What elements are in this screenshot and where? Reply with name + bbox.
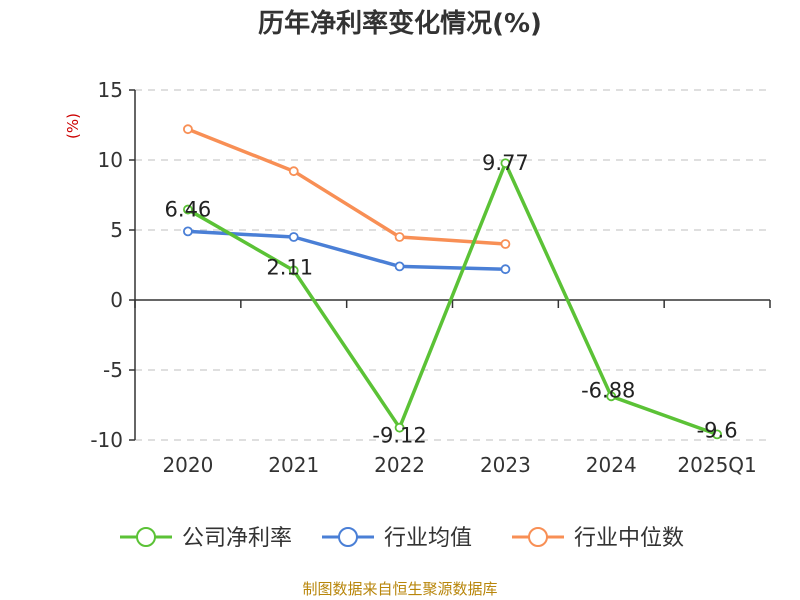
y-tick-label: -10 [90, 428, 123, 452]
x-tick-label: 2021 [268, 453, 319, 477]
y-tick-label: 0 [110, 288, 123, 312]
data-label: -9.12 [372, 424, 426, 448]
legend-label: 行业中位数 [574, 526, 684, 551]
x-tick-label: 2025Q1 [677, 453, 756, 477]
data-label: -9.6 [697, 418, 738, 442]
x-axis-ticks: 2020 2021 2022 2023 2024 2025Q1 [162, 453, 756, 477]
data-label: 9.77 [482, 151, 529, 175]
legend-label: 公司净利率 [182, 526, 292, 551]
data-point[interactable] [183, 124, 193, 135]
legend-marker-icon [528, 527, 548, 547]
series-line [187, 127, 506, 246]
data-point[interactable] [394, 261, 405, 272]
data-label: -6.88 [581, 378, 635, 402]
legend-item[interactable]: 行业均值 [322, 526, 472, 551]
data-point[interactable] [394, 422, 405, 433]
legend[interactable]: 公司净利率 行业均值 行业中位数 [120, 526, 684, 551]
y-tick-label: -5 [103, 358, 123, 382]
data-point[interactable] [288, 265, 299, 276]
data-point[interactable] [606, 391, 617, 402]
data-label: 2.11 [266, 255, 313, 279]
data-point[interactable] [394, 232, 405, 242]
x-tick-label: 2020 [162, 453, 213, 477]
x-tick-label: 2022 [374, 453, 425, 477]
legend-item[interactable]: 公司净利率 [120, 526, 292, 551]
series-line [187, 161, 718, 437]
data-point[interactable] [712, 429, 722, 440]
y-axis-unit: (%) [64, 113, 82, 139]
data-point[interactable] [500, 264, 511, 275]
series-group [183, 124, 722, 440]
legend-item[interactable]: 行业中位数 [512, 526, 684, 551]
data-point[interactable] [183, 204, 193, 215]
series-line [187, 229, 506, 271]
data-point[interactable] [288, 166, 299, 177]
legend-label: 行业均值 [384, 526, 472, 551]
y-tick-label: 10 [98, 148, 123, 172]
data-point[interactable] [288, 232, 299, 242]
chart-title: 历年净利率变化情况(%) [258, 8, 542, 39]
source-note: 制图数据来自恒生聚源数据库 [302, 580, 497, 598]
y-tick-label: 5 [110, 218, 123, 242]
x-tick-label: 2024 [586, 453, 637, 477]
y-axis-ticks: 15 10 5 0 -5 -10 [90, 78, 123, 452]
data-point[interactable] [500, 158, 511, 169]
legend-marker-icon [338, 527, 358, 547]
y-tick-label: 15 [98, 78, 123, 102]
data-label: 6.46 [165, 198, 212, 222]
data-point[interactable] [183, 226, 193, 237]
data-labels: 6.46 2.11 -9.12 9.77 -6.88 -9.6 [165, 151, 738, 447]
legend-marker-icon [136, 527, 156, 547]
grid-lines [135, 89, 770, 441]
x-tick-label: 2023 [480, 453, 531, 477]
data-point[interactable] [500, 239, 511, 249]
